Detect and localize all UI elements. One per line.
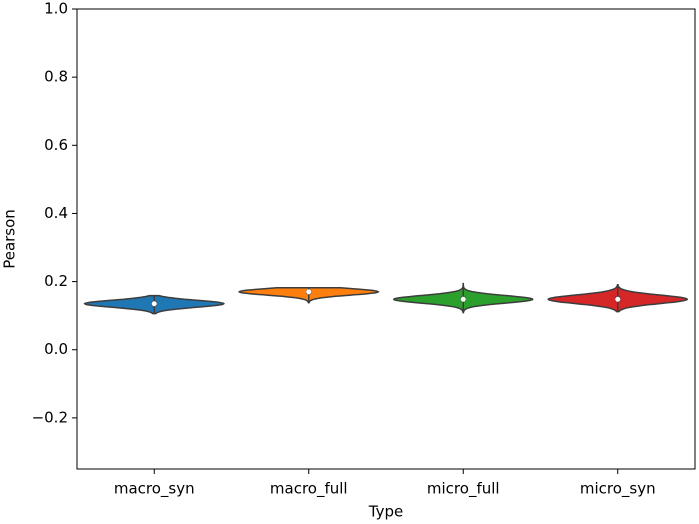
y-tick-label: 1.0 [44,0,68,18]
x-tick-label: micro_syn [580,480,656,499]
y-axis-title: Pearson [1,209,19,269]
x-tick-label: micro_full [427,480,500,499]
y-tick-label: 0.0 [44,340,68,358]
y-tick-label: −0.2 [32,408,68,426]
plot-frame [76,8,696,470]
y-tick-label: 0.2 [44,272,68,290]
median [151,301,157,307]
median [306,289,312,295]
y-tick-label: 0.8 [44,68,68,86]
x-axis-title: Type [368,503,403,521]
x-tick-label: macro_full [270,480,348,499]
y-tick-label: 0.6 [44,136,68,154]
y-tick-label: 0.4 [44,204,68,222]
x-tick-label: macro_syn [114,480,195,499]
median [615,296,621,302]
median [460,296,466,302]
